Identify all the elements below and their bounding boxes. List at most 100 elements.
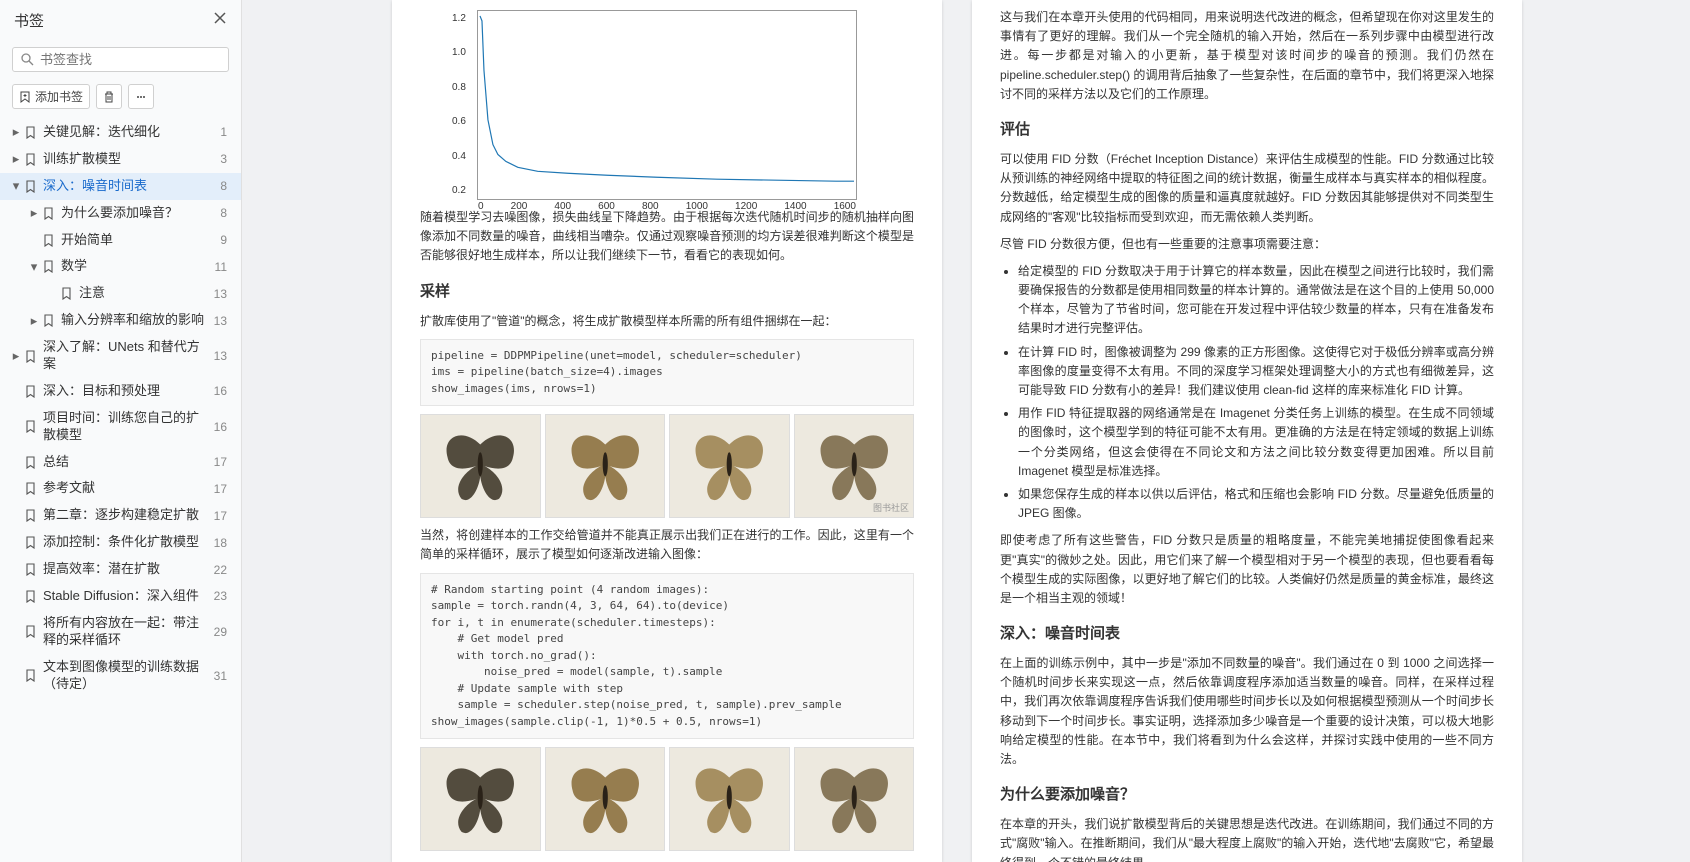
sidebar-item[interactable]: ▸ 关键见解：迭代细化 1	[0, 119, 241, 146]
paragraph: 随着模型学习去噪图像，损失曲线呈下降趋势。由于根据每次迭代随机时间步的随机抽样向…	[420, 208, 914, 266]
generated-image	[420, 747, 541, 851]
list-item: 如果您保存生成的样本以供以后评估，格式和压缩也会影响 FID 分数。尽量避免低质…	[1018, 485, 1494, 523]
heading-sampling: 采样	[420, 280, 914, 304]
butterfly-icon	[803, 756, 906, 842]
sidebar-header: 书签	[0, 0, 241, 41]
search-input[interactable]	[40, 52, 220, 67]
bookmark-label: 提高效率：潜在扩散	[43, 561, 208, 578]
bookmark-page: 29	[214, 625, 227, 639]
sidebar-item[interactable]: 文本到图像模型的训练数据（待定）31	[0, 654, 241, 698]
add-bookmark-icon	[19, 91, 31, 103]
bookmark-page: 17	[214, 455, 227, 469]
expand-icon[interactable]: ▸	[10, 151, 22, 167]
sidebar-item[interactable]: 提高效率：潜在扩散 22	[0, 556, 241, 583]
sidebar-item[interactable]: 添加控制：条件化扩散模型18	[0, 529, 241, 556]
bookmark-label: 训练扩散模型	[43, 151, 214, 168]
bookmark-icon	[24, 482, 37, 495]
bookmark-label: 添加控制：条件化扩散模型	[43, 534, 208, 551]
sidebar-item[interactable]: 将所有内容放在一起：带注释的采样循环29	[0, 610, 241, 654]
pdf-page-left: 1.21.00.80.60.40.2 020040060080010001200…	[392, 0, 942, 862]
bookmark-icon	[24, 420, 37, 433]
butterfly-icon	[429, 756, 532, 842]
sidebar-item[interactable]: 总结 17	[0, 449, 241, 476]
bookmark-icon	[24, 126, 37, 139]
expand-icon[interactable]: ▾	[10, 178, 22, 194]
bookmark-icon	[24, 563, 37, 576]
expand-icon[interactable]: ▾	[28, 259, 40, 275]
bookmark-page: 16	[214, 420, 227, 434]
search-row	[0, 41, 241, 78]
generated-image: 图书社区	[794, 414, 915, 518]
sidebar-item[interactable]: ▸为什么要添加噪音？8	[0, 200, 241, 227]
search-icon	[21, 53, 34, 66]
sidebar-item[interactable]: 深入：目标和预处理16	[0, 378, 241, 405]
close-icon[interactable]	[213, 11, 227, 30]
paragraph: 即使考虑了所有这些警告，FID 分数只是质量的粗略度量，不能完美地捕捉使图像看起…	[1000, 531, 1494, 608]
bookmark-icon	[24, 625, 37, 638]
butterfly-icon	[803, 423, 906, 509]
butterfly-icon	[554, 756, 657, 842]
butterfly-icon	[678, 423, 781, 509]
add-bookmark-button[interactable]: 添加书签	[12, 84, 90, 109]
more-button[interactable]	[128, 84, 154, 109]
sidebar-title: 书签	[14, 10, 44, 31]
list-item: 给定模型的 FID 分数取决于用于计算它的样本数量，因此在模型之间进行比较时，我…	[1018, 262, 1494, 339]
bookmark-label: 总结	[43, 454, 208, 471]
expand-icon[interactable]: ▸	[28, 313, 40, 329]
bookmark-label: 输入分辨率和缩放的影响	[61, 312, 208, 329]
expand-icon[interactable]: ▸	[10, 124, 22, 140]
bookmark-icon	[24, 350, 37, 363]
expand-icon[interactable]: ▸	[28, 205, 40, 221]
trash-icon	[103, 91, 115, 103]
bookmark-label: 深入：噪音时间表	[43, 178, 214, 195]
bookmark-page: 13	[214, 349, 227, 363]
sidebar-item[interactable]: ▸训练扩散模型3	[0, 146, 241, 173]
bookmark-page: 22	[214, 563, 227, 577]
code-block: pipeline = DDPMPipeline(unet=model, sche…	[420, 339, 914, 407]
sidebar-item[interactable]: 注意13	[0, 280, 241, 307]
bookmark-page: 23	[214, 589, 227, 603]
chart-x-labels: 02004006008001000120014001600	[478, 199, 856, 215]
sidebar-item[interactable]: 项目时间：训练您自己的扩散模型16	[0, 405, 241, 449]
bookmark-page: 1	[220, 125, 227, 139]
bookmark-page: 17	[214, 482, 227, 496]
generated-image	[420, 414, 541, 518]
sidebar-item[interactable]: Stable Diffusion：深入组件 23	[0, 583, 241, 610]
search-input-wrapper[interactable]	[12, 47, 229, 72]
generated-image	[545, 747, 666, 851]
bookmark-icon	[42, 314, 55, 327]
bookmark-icon	[24, 385, 37, 398]
bookmark-label: 深入了解：UNets 和替代方案	[43, 339, 208, 373]
paragraph: 在上面的训练示例中，其中一步是"添加不同数量的噪音"。我们通过在 0 到 100…	[1000, 654, 1494, 769]
generated-image	[669, 414, 790, 518]
image-row-2	[420, 747, 914, 851]
bookmark-label: Stable Diffusion：深入组件	[43, 588, 208, 605]
bookmark-icon	[24, 153, 37, 166]
sidebar-item[interactable]: ▸输入分辨率和缩放的影响13	[0, 307, 241, 334]
code-block: # Random starting point (4 random images…	[420, 573, 914, 740]
sidebar-item[interactable]: ▸ 深入了解：UNets 和替代方案 13	[0, 334, 241, 378]
sidebar-item[interactable]: ▾ 数学 11	[0, 253, 241, 280]
more-icon	[135, 91, 147, 103]
bookmark-label: 数学	[61, 258, 209, 275]
loss-chart: 1.21.00.80.60.40.2 020040060080010001200…	[477, 10, 857, 200]
content-area: 1.21.00.80.60.40.2 020040060080010001200…	[242, 0, 1690, 862]
generated-image	[545, 414, 666, 518]
image-row-1: 图书社区	[420, 414, 914, 518]
bookmark-page: 8	[220, 179, 227, 193]
butterfly-icon	[429, 423, 532, 509]
chart-y-labels: 1.21.00.80.60.40.2	[452, 11, 466, 199]
sidebar-item[interactable]: ▾ 深入：噪音时间表 8	[0, 173, 241, 200]
sidebar-item[interactable]: 开始简单9	[0, 227, 241, 254]
bookmark-icon	[42, 260, 55, 273]
delete-bookmark-button[interactable]	[96, 84, 122, 109]
bookmark-page: 11	[215, 260, 227, 274]
sidebar-item[interactable]: 第二章：逐步构建稳定扩散17	[0, 502, 241, 529]
bookmark-label: 关键见解：迭代细化	[43, 124, 214, 141]
add-bookmark-label: 添加书签	[35, 88, 83, 105]
watermark: 图书社区	[873, 501, 909, 515]
sidebar-item[interactable]: 参考文献17	[0, 475, 241, 502]
bookmark-label: 开始简单	[61, 232, 214, 249]
expand-icon[interactable]: ▸	[10, 348, 22, 364]
bookmarks-sidebar: 书签 添加书签 ▸关键见解：迭代细化1▸训练扩散模型3▾深入：噪音时间表8▸为什…	[0, 0, 242, 862]
